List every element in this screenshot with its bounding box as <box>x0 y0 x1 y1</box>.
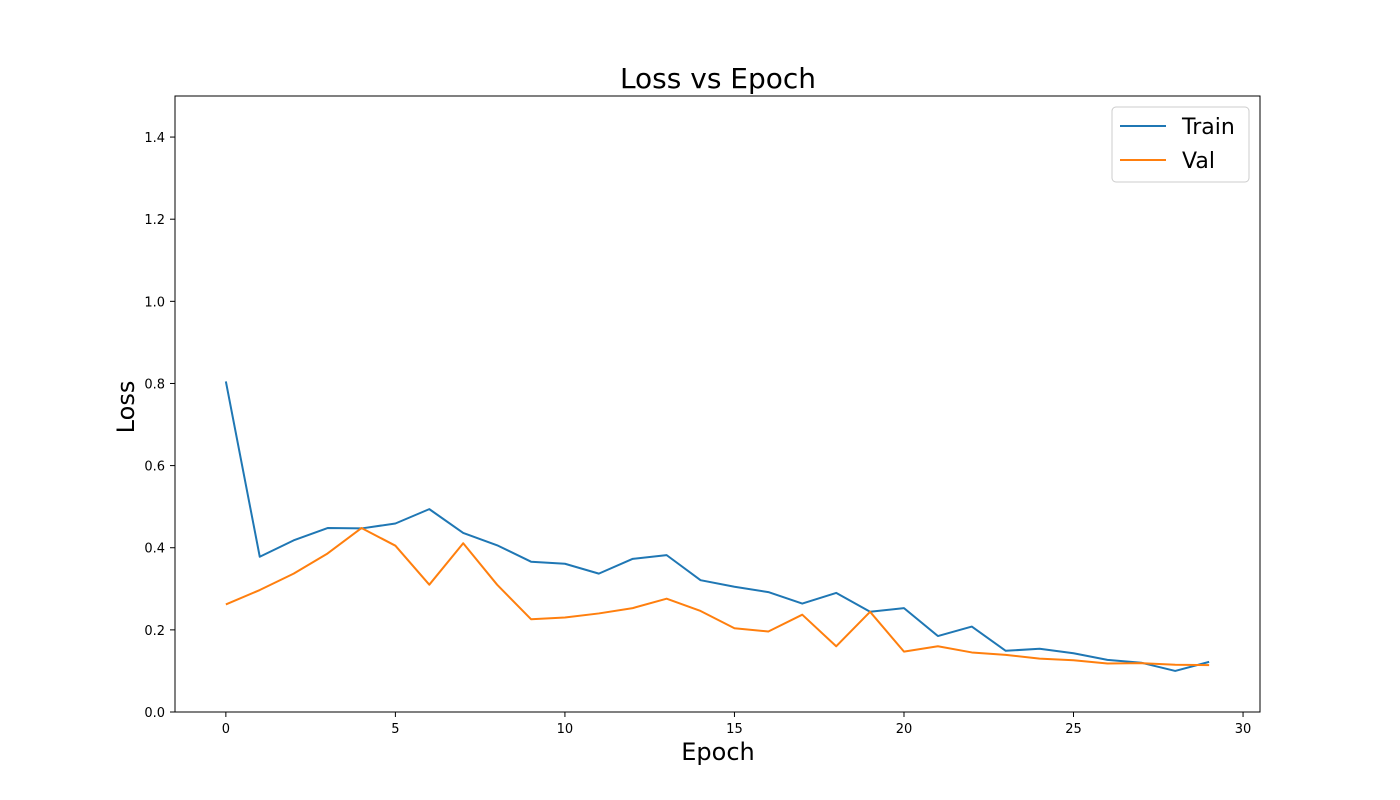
x-tick-label: 5 <box>391 722 399 737</box>
y-axis-title: Loss <box>112 381 140 434</box>
plot-area <box>224 381 1210 672</box>
y-tick-label: 0.8 <box>144 377 165 392</box>
series-line-val <box>225 527 1210 667</box>
legend: Train Val <box>1111 106 1250 183</box>
chart-title: Loss vs Epoch <box>620 62 816 95</box>
x-axis: 0 5 10 15 20 25 30 <box>222 712 1252 737</box>
y-tick-label: 0.0 <box>144 706 165 721</box>
legend-label-val: Val <box>1182 149 1215 174</box>
y-tick-label: 0.2 <box>144 624 165 639</box>
x-tick-label: 30 <box>1235 722 1252 737</box>
x-tick-label: 10 <box>557 722 574 737</box>
x-tick-label: 25 <box>1065 722 1082 737</box>
y-axis: 0.0 0.2 0.4 0.6 0.8 1.0 1.2 1.4 <box>144 131 175 721</box>
y-tick-label: 1.2 <box>144 213 165 228</box>
plot-frame <box>174 95 1261 713</box>
y-tick-label: 0.4 <box>144 542 165 557</box>
y-tick-label: 0.6 <box>144 460 165 475</box>
x-axis-title: Epoch <box>681 738 755 766</box>
y-tick-label: 1.0 <box>144 295 165 310</box>
x-tick-label: 0 <box>222 722 230 737</box>
legend-label-train: Train <box>1181 115 1235 140</box>
x-tick-label: 20 <box>896 722 913 737</box>
series-line-train <box>224 381 1210 672</box>
y-tick-label: 1.4 <box>144 131 165 146</box>
x-tick-label: 15 <box>726 722 743 737</box>
